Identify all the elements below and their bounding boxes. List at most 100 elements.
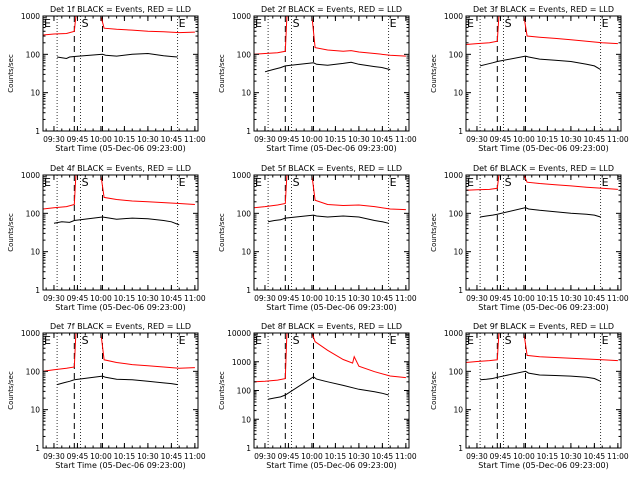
y-tick-label: 1 [246,444,251,453]
series-line-events [268,376,389,400]
x-tick-label: 10:30 [348,294,370,303]
x-tick-label: 10:15 [114,294,136,303]
x-tick-label: 10:15 [325,294,347,303]
x-tick-label: 10:00 [513,452,535,461]
marker-label-e: E [179,17,186,30]
y-tick-label: 10 [241,248,251,257]
chart-panel-5: Det 5f BLACK = Events, RED = LLD 1 10 100 10… [218,164,417,312]
x-tick-label: 09:45 [490,294,512,303]
x-tick-label: 09:30 [254,135,276,144]
y-tick-label: 100 [26,50,41,59]
y-tick-label: 1000 [444,171,463,180]
x-axis-label: Start Time (05-Dec-06 09:23:00) [266,461,397,470]
x-tick-label: 10:15 [325,135,347,144]
y-tick-label: 10 [30,89,40,98]
y-tick-label: 100 [449,50,464,59]
x-axis-label: Start Time (05-Dec-06 09:23:00) [478,144,609,153]
marker-label-e: E [467,17,474,30]
x-tick-label: 09:45 [67,135,89,144]
y-tick-label: 1000 [21,329,40,338]
y-tick-label: 1000 [444,12,463,21]
x-tick-label: 11:00 [184,294,206,303]
x-tick-label: 10:45 [584,135,606,144]
series-line-lld [42,174,195,210]
marker-label-e: E [602,17,609,30]
marker-label-e: E [467,176,474,189]
marker-label-e: E [390,176,397,189]
plot-frame [465,174,622,291]
x-tick-label: 10:15 [537,135,559,144]
chart-panel-2: Det 2f BLACK = Events, RED = LLD 1 10 100 10… [218,5,417,153]
series-line-events [57,52,178,60]
plot-frame [465,15,622,132]
marker-label-s: S [505,334,512,347]
x-tick-label: 09:45 [490,452,512,461]
y-tick-label: 1 [458,286,463,295]
chart-panel-8: Det 8f BLACK = Events, RED = LLD 1 10 100 10… [218,322,417,470]
x-tick-label: 10:00 [301,135,323,144]
x-tick-label: 10:45 [161,452,183,461]
x-tick-label: 10:15 [114,135,136,144]
x-tick-label: 10:45 [161,135,183,144]
x-tick-label: 10:30 [137,452,159,461]
y-tick-label: 1000 [232,358,251,367]
y-axis-label: Counts/sec [218,54,226,93]
x-tick-label: 11:00 [607,452,629,461]
plot-frame [42,332,199,449]
chart-title: Det 7f BLACK = Events, RED = LLD [50,322,191,331]
x-tick-label: 10:00 [301,294,323,303]
x-tick-label: 10:00 [90,452,112,461]
x-tick-label: 11:00 [395,135,417,144]
series-line-lld [253,174,406,211]
y-tick-label: 10 [453,406,463,415]
y-tick-label: 10 [453,89,463,98]
series-line-lld [253,15,406,57]
x-tick-label: 09:30 [466,135,488,144]
chart-panel-3: Det 3f BLACK = Events, RED = LLD 1 10 100 10… [430,5,629,153]
chart-panel-4: Det 4f BLACK = Events, RED = LLD 1 10 100 10… [7,164,206,312]
y-tick-label: 10 [30,406,40,415]
x-tick-label: 09:30 [466,452,488,461]
x-tick-label: 10:30 [348,452,370,461]
x-tick-label: 11:00 [395,452,417,461]
x-tick-label: 09:30 [43,452,65,461]
x-axis-label: Start Time (05-Dec-06 09:23:00) [266,144,397,153]
marker-label-e: E [602,334,609,347]
marker-label-e: E [255,17,262,30]
y-tick-label: 100 [26,209,41,218]
x-tick-label: 10:00 [301,452,323,461]
x-tick-label: 09:30 [254,294,276,303]
marker-label-e: E [179,334,186,347]
x-axis-label: Start Time (05-Dec-06 09:23:00) [266,303,397,312]
y-axis-label: Counts/sec [7,371,15,410]
series-line-events [267,214,389,224]
x-tick-label: 09:30 [466,294,488,303]
x-tick-label: 10:30 [560,294,582,303]
plot-frame [253,332,410,449]
x-tick-label: 10:45 [584,294,606,303]
y-tick-label: 1 [35,444,40,453]
marker-label-e: E [467,334,474,347]
marker-label-e: E [390,17,397,30]
marker-label-s: S [293,334,300,347]
y-axis-label: Counts/sec [430,54,438,93]
marker-label-e: E [390,334,397,347]
y-tick-label: 100 [237,50,252,59]
x-tick-label: 10:30 [348,135,370,144]
y-tick-label: 100 [26,367,41,376]
series-line-events [56,375,178,386]
chart-panel-6: Det 6f BLACK = Events, RED = LLD 1 10 100 10… [430,164,629,312]
chart-title: Det 5f BLACK = Events, RED = LLD [261,164,402,173]
marker-label-s: S [82,176,89,189]
x-tick-label: 11:00 [395,294,417,303]
marker-label-e: E [44,17,51,30]
x-tick-label: 10:15 [325,452,347,461]
y-tick-label: 100 [237,387,252,396]
series-line-events [53,216,180,226]
y-tick-label: 100 [449,367,464,376]
x-tick-label: 09:45 [490,135,512,144]
x-tick-label: 09:45 [67,294,89,303]
x-tick-label: 11:00 [184,452,206,461]
marker-label-e: E [44,334,51,347]
y-tick-label: 10 [453,248,463,257]
